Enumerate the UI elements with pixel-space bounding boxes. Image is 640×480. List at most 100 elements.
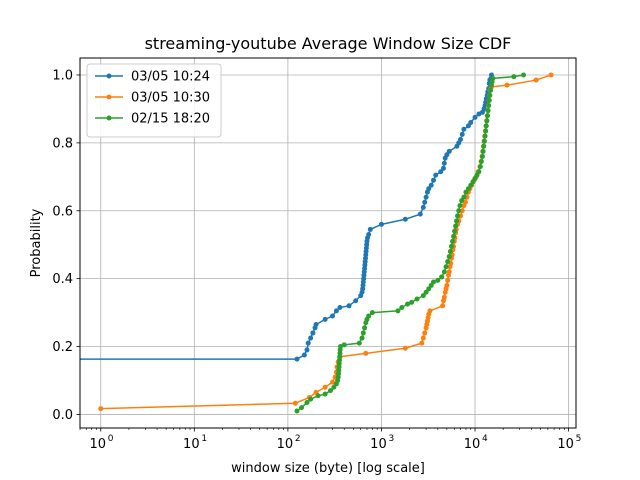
data-point	[360, 330, 366, 336]
x-tick-exponent: 3	[388, 434, 394, 444]
data-point	[486, 103, 492, 109]
data-point	[414, 296, 420, 302]
data-point	[446, 254, 452, 260]
data-point	[482, 133, 488, 139]
data-point	[420, 335, 426, 341]
data-point	[483, 123, 489, 129]
data-point	[457, 203, 463, 209]
data-point	[427, 308, 433, 314]
data-point	[369, 310, 375, 316]
x-tick-exponent: 2	[295, 434, 301, 444]
data-point	[454, 218, 460, 224]
data-point	[439, 274, 445, 280]
data-point	[459, 131, 465, 137]
data-point	[366, 232, 372, 238]
x-tick-label: 10	[89, 437, 106, 452]
data-point	[402, 216, 408, 222]
data-point	[305, 340, 311, 346]
data-point	[478, 159, 484, 165]
data-point	[488, 87, 494, 93]
data-point	[353, 298, 359, 304]
data-point	[504, 82, 510, 88]
data-point	[456, 208, 462, 214]
x-axis-label: window size (byte) [log scale]	[231, 461, 425, 476]
data-point	[362, 325, 368, 331]
data-point	[548, 72, 554, 78]
data-point	[405, 301, 411, 307]
y-tick-label: 0.2	[52, 340, 73, 355]
data-point	[359, 335, 365, 341]
data-point	[472, 114, 478, 120]
data-point	[402, 345, 408, 351]
ticks: 10 0 10 1 10 2 10 3 10 4 10 50.00.20.40.60.81.0	[52, 68, 581, 452]
data-point	[521, 72, 527, 78]
legend-marker	[106, 94, 112, 100]
y-tick-label: 0.4	[52, 272, 73, 287]
data-point	[315, 393, 321, 399]
legend-entry: 02/15 18:20	[131, 112, 210, 127]
data-point	[483, 128, 489, 134]
data-point	[484, 118, 490, 124]
data-point	[299, 405, 305, 411]
data-point	[322, 384, 328, 390]
data-point	[423, 289, 429, 295]
x-tick-label: 10	[277, 437, 294, 452]
data-point	[477, 164, 483, 170]
data-point	[420, 293, 426, 299]
plot-frame	[79, 57, 577, 429]
data-point	[445, 277, 451, 283]
data-point	[330, 313, 336, 319]
grid	[80, 58, 576, 428]
legend: 03/05 10:24 03/05 10:30 02/15 18:20	[86, 63, 222, 138]
data-point	[455, 213, 461, 219]
data-point	[438, 169, 444, 175]
data-point	[420, 204, 426, 210]
data-point	[294, 356, 300, 362]
data-point	[485, 108, 491, 114]
data-point	[98, 406, 104, 412]
data-point	[433, 172, 439, 178]
data-point	[440, 303, 446, 309]
data-point	[441, 294, 447, 300]
data-point	[292, 400, 298, 406]
legend-marker	[106, 73, 112, 79]
data-point	[378, 221, 384, 227]
data-point	[327, 388, 333, 394]
data-point	[511, 74, 517, 80]
data-point	[440, 165, 446, 171]
data-point	[338, 344, 343, 350]
data-point	[446, 269, 452, 275]
series-3	[294, 72, 527, 414]
data-point	[337, 305, 343, 310]
data-point	[481, 138, 487, 144]
data-point	[452, 228, 458, 234]
data-point	[486, 97, 492, 103]
data-point	[458, 136, 464, 142]
x-tick-exponent: 1	[201, 434, 207, 444]
data-point	[481, 143, 487, 149]
data-point	[441, 160, 447, 166]
data-point	[461, 126, 467, 132]
data-point	[533, 77, 539, 83]
chart-title: streaming-youtube Average Window Size CD…	[145, 34, 512, 53]
series-layer	[80, 72, 554, 414]
data-point	[446, 148, 452, 154]
legend-entry: 03/05 10:30	[131, 91, 210, 106]
data-point	[331, 384, 337, 390]
data-point	[395, 308, 401, 314]
data-point	[310, 330, 316, 336]
data-point	[322, 316, 328, 322]
data-point	[313, 321, 319, 327]
data-point	[487, 92, 493, 98]
data-point	[450, 238, 456, 244]
data-point	[431, 177, 437, 183]
data-point	[468, 120, 474, 125]
data-point	[330, 379, 336, 385]
data-point	[441, 269, 447, 275]
data-point	[485, 113, 491, 119]
y-axis-label: Probability	[29, 208, 44, 277]
data-point	[435, 277, 441, 283]
x-tick-label: 10	[183, 437, 200, 452]
x-tick-label: 10	[557, 437, 574, 452]
